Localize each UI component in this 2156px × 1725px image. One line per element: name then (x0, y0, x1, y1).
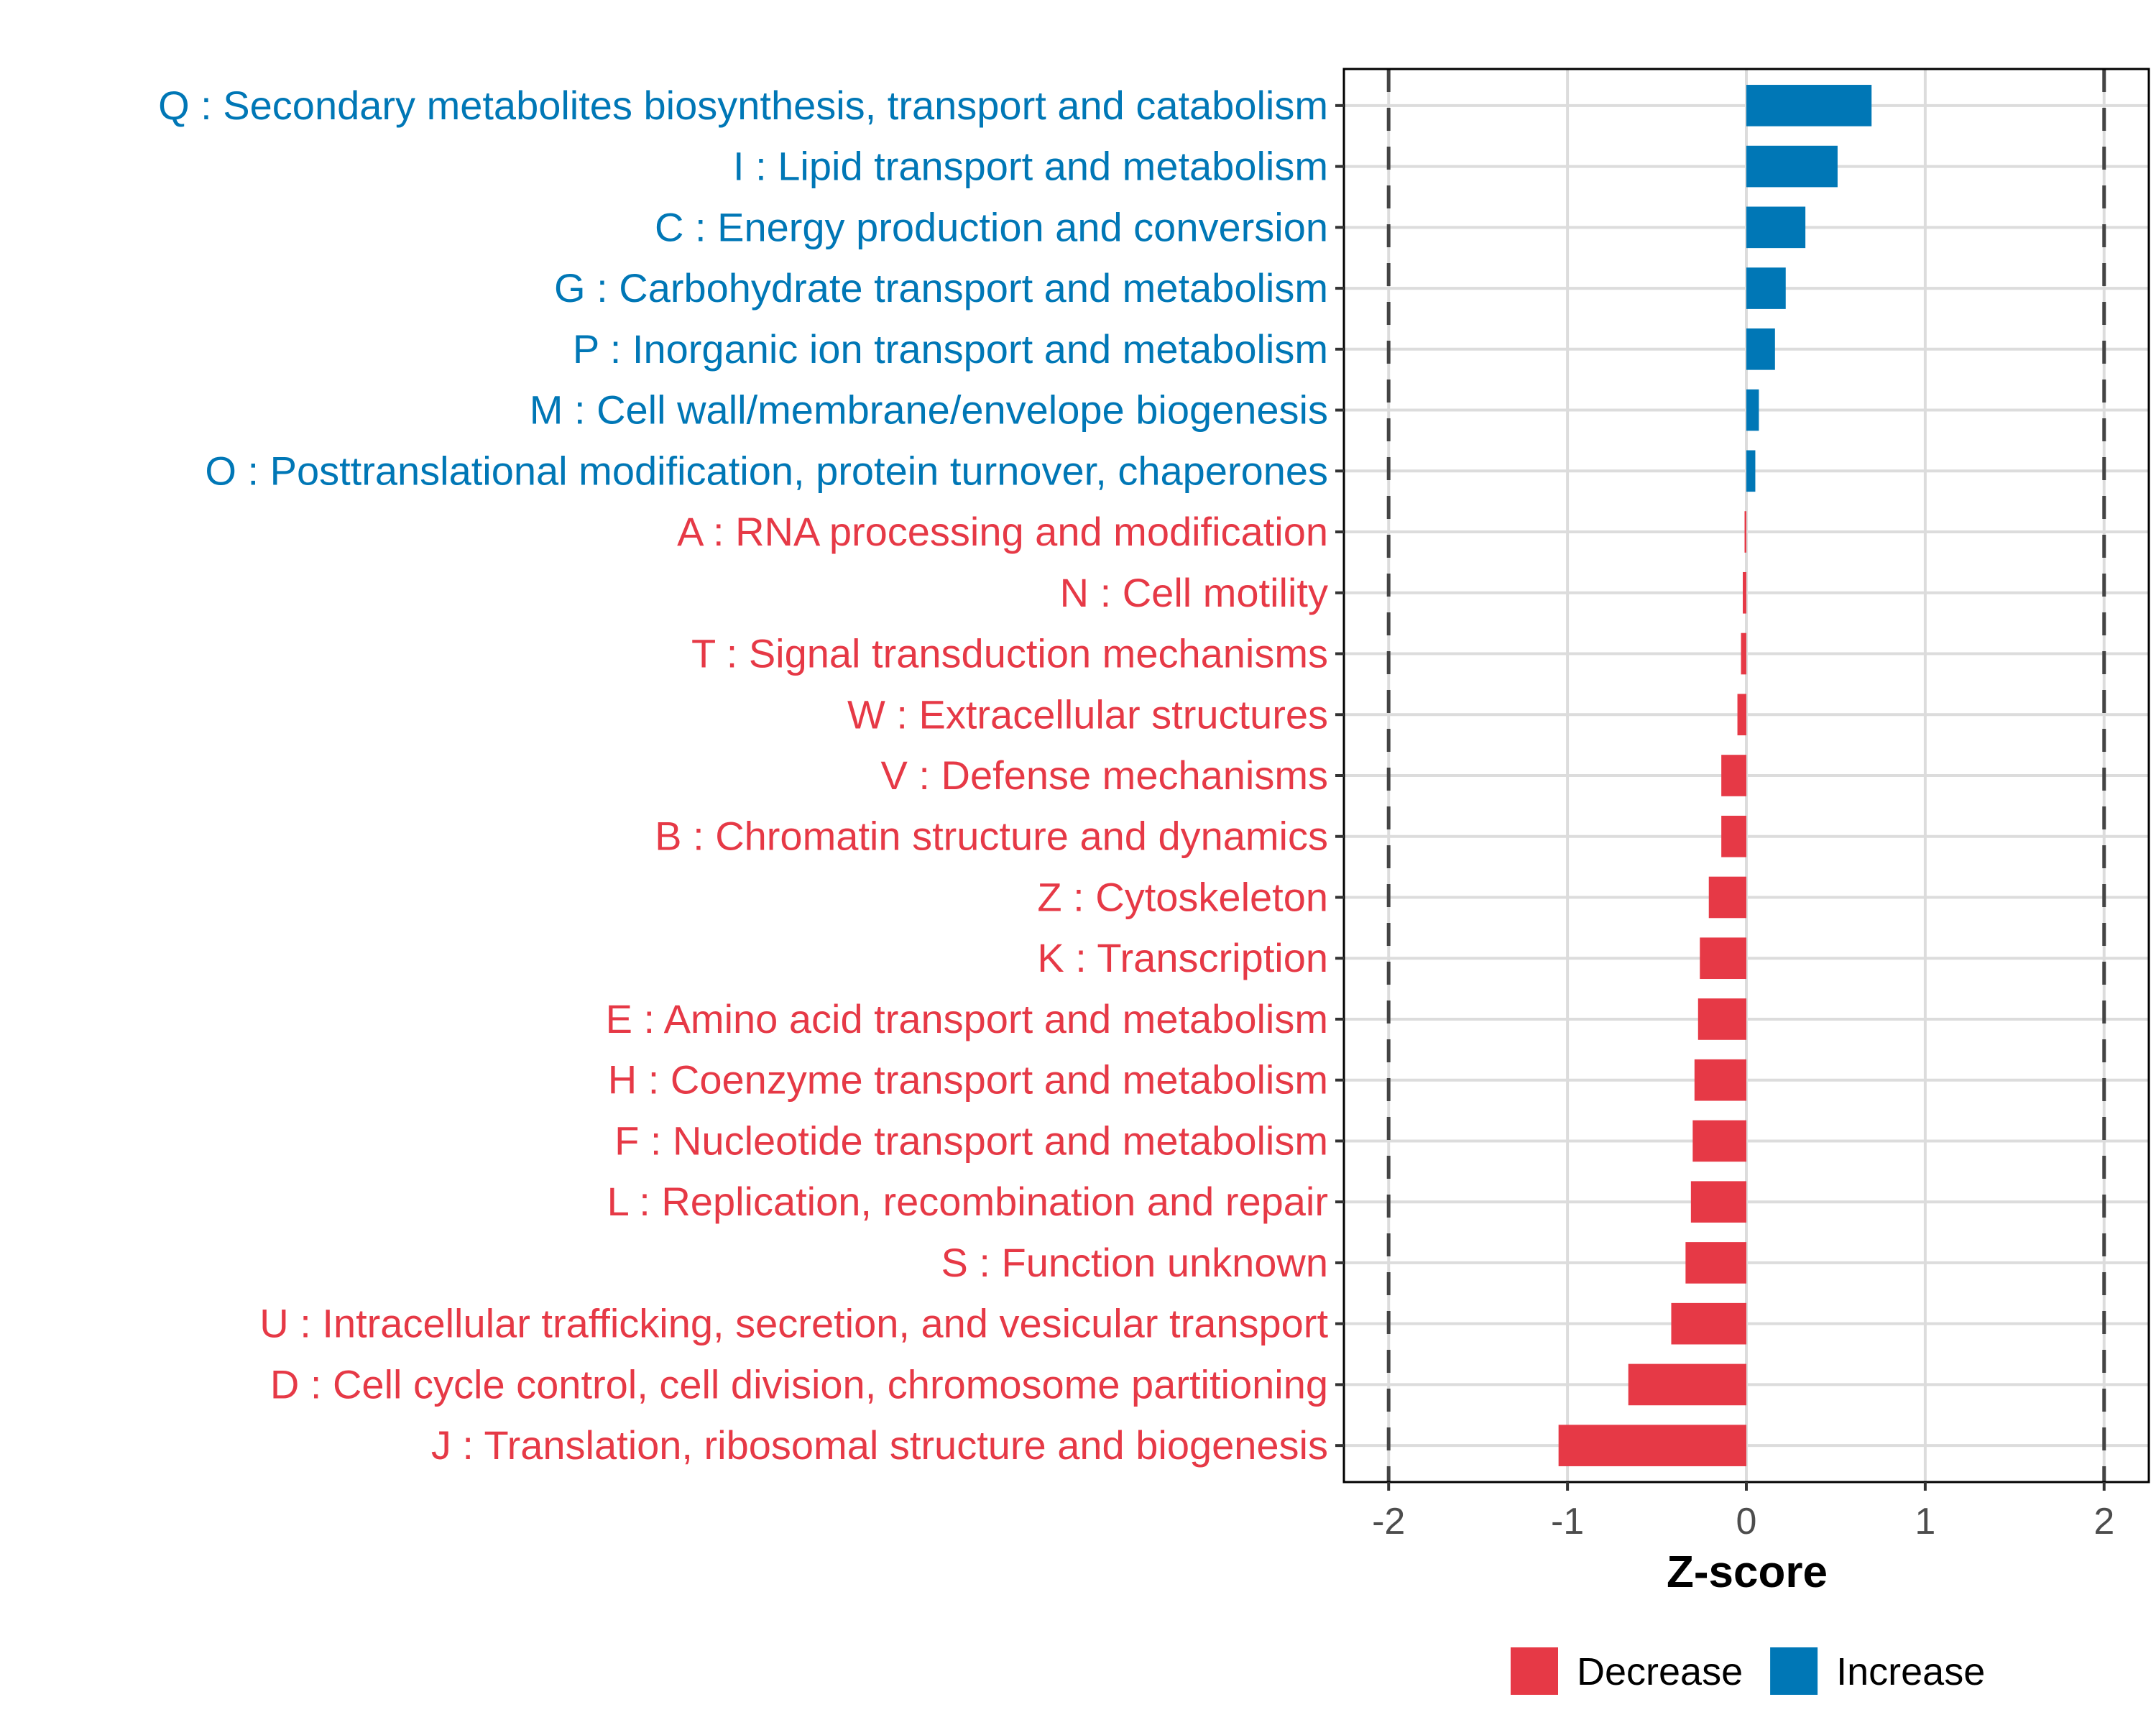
y-axis-labels: Q : Secondary metabolites biosynthesis, … (158, 83, 1328, 1468)
bar (1744, 511, 1746, 553)
y-tick-label: G : Carbohydrate transport and metabolis… (554, 265, 1328, 310)
y-tick-label: V : Defense mechanisms (881, 753, 1328, 798)
x-tick-label: -1 (1551, 1501, 1584, 1542)
y-tick-label: I : Lipid transport and metabolism (733, 144, 1328, 189)
bar (1685, 1242, 1746, 1284)
x-axis-ticks: -2 -1 0 1 2 (1372, 1482, 2114, 1542)
bar (1746, 450, 1756, 492)
bar (1737, 694, 1746, 736)
bar (1721, 815, 1746, 857)
bar (1692, 1120, 1746, 1162)
y-tick-label: T : Signal transduction mechanisms (691, 631, 1328, 676)
reference-lines (1386, 69, 2106, 1482)
bar (1697, 998, 1746, 1040)
x-tick-label: -2 (1372, 1501, 1405, 1542)
bar (1743, 571, 1746, 614)
y-tick-label: L : Replication, recombination and repai… (607, 1179, 1328, 1224)
x-axis-title: Z-score (1667, 1547, 1828, 1597)
y-tick-label: E : Amino acid transport and metabolism (606, 996, 1328, 1041)
x-tick-label: 1 (1915, 1501, 1935, 1542)
y-tick-label: C : Energy production and conversion (655, 204, 1328, 249)
bar (1746, 389, 1759, 431)
legend-swatch (1511, 1647, 1558, 1695)
y-tick-label: N : Cell motility (1060, 570, 1328, 615)
y-tick-label: Z : Cytoskeleton (1037, 874, 1328, 919)
bar (1721, 755, 1746, 796)
bar (1746, 206, 1806, 249)
bar (1694, 1059, 1746, 1101)
bar (1741, 632, 1746, 675)
x-tick-label: 2 (2093, 1501, 2114, 1542)
legend-swatch (1770, 1647, 1818, 1695)
bars (1558, 85, 1872, 1466)
bar (1746, 145, 1838, 188)
y-tick-label: U : Intracellular trafficking, secretion… (259, 1301, 1328, 1346)
y-tick-label: Q : Secondary metabolites biosynthesis, … (158, 83, 1328, 128)
y-tick-label: S : Function unknown (941, 1240, 1328, 1285)
bar (1746, 328, 1775, 370)
legend-label: Decrease (1577, 1650, 1743, 1693)
y-tick-label: P : Inorganic ion transport and metaboli… (573, 326, 1328, 372)
y-tick-label: M : Cell wall/membrane/envelope biogenes… (530, 387, 1328, 433)
bar (1746, 85, 1872, 126)
y-tick-label: B : Chromatin structure and dynamics (655, 814, 1328, 859)
bar (1700, 937, 1746, 980)
y-axis-ticks (1335, 104, 1344, 1448)
bar (1690, 1181, 1746, 1223)
y-tick-label: A : RNA processing and modification (677, 509, 1328, 554)
bar (1746, 267, 1786, 309)
y-tick-label: J : Translation, ribosomal structure and… (431, 1422, 1328, 1468)
bar (1708, 876, 1746, 919)
y-tick-label: D : Cell cycle control, cell division, c… (270, 1361, 1328, 1407)
y-tick-label: W : Extracellular structures (847, 691, 1328, 737)
bar (1671, 1302, 1746, 1345)
legend-label: Increase (1836, 1650, 1985, 1693)
legend: Decrease Increase (1511, 1647, 1985, 1695)
bar (1558, 1425, 1746, 1466)
y-tick-label: F : Nucleotide transport and metabolism (614, 1118, 1328, 1163)
y-tick-label: O : Posttranslational modification, prot… (205, 448, 1328, 493)
x-tick-label: 0 (1736, 1501, 1757, 1542)
bar (1628, 1363, 1746, 1406)
y-tick-label: K : Transcription (1037, 935, 1328, 980)
y-tick-label: H : Coenzyme transport and metabolism (608, 1057, 1328, 1103)
